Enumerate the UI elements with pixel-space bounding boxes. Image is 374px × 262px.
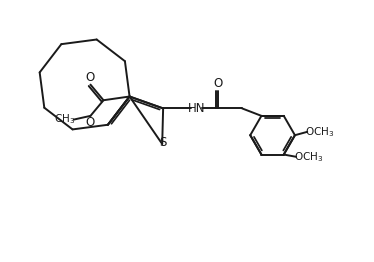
Text: O: O — [85, 116, 94, 129]
Text: HN: HN — [188, 102, 206, 115]
Text: O: O — [213, 77, 223, 90]
Text: O: O — [85, 71, 94, 84]
Text: OCH$_3$: OCH$_3$ — [305, 125, 334, 139]
Text: CH$_3$: CH$_3$ — [54, 113, 75, 127]
Text: S: S — [159, 136, 167, 149]
Text: OCH$_3$: OCH$_3$ — [294, 150, 323, 164]
